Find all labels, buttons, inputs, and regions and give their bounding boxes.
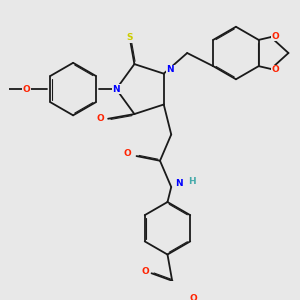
- Text: O: O: [190, 294, 198, 300]
- Text: H: H: [188, 177, 196, 186]
- Text: O: O: [272, 65, 279, 74]
- Text: O: O: [123, 149, 131, 158]
- Text: O: O: [97, 114, 104, 123]
- Text: N: N: [175, 179, 183, 188]
- Text: O: O: [272, 32, 279, 40]
- Text: S: S: [126, 33, 133, 42]
- Text: N: N: [112, 85, 120, 94]
- Text: O: O: [141, 267, 149, 276]
- Text: N: N: [167, 65, 174, 74]
- Text: O: O: [22, 85, 30, 94]
